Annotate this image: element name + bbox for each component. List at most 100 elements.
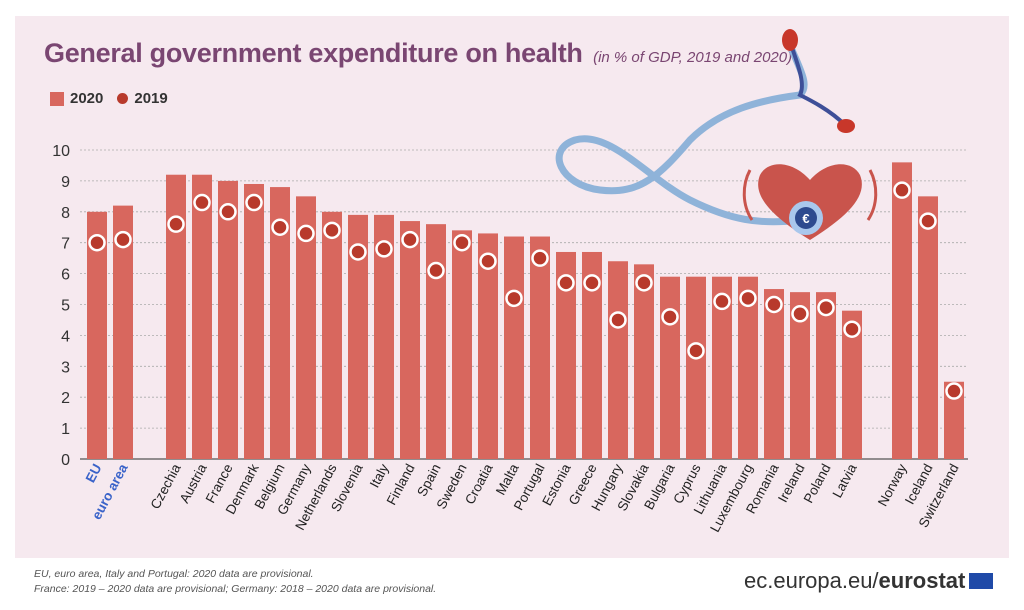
bar-2020-malta	[504, 236, 524, 459]
legend-label-2020: 2020	[70, 90, 104, 107]
bar-2020-poland	[816, 292, 836, 459]
legend-item-2019: 2019	[117, 90, 168, 107]
bar-2020-romania	[764, 289, 784, 459]
bar-2020-ireland	[790, 292, 810, 459]
stethoscope-heart-illustration: €	[555, 29, 878, 240]
source-brand: eurostat	[878, 568, 966, 593]
dot-2019-finland	[401, 230, 419, 249]
dot-2019-bulgaria	[661, 308, 679, 326]
y-tick-label: 1	[61, 421, 70, 438]
footnotes: EU, euro area, Italy and Portugal: 2020 …	[34, 567, 436, 597]
dot-2019-ireland	[791, 305, 809, 323]
bar-2020-cyprus	[686, 276, 706, 459]
dot-2019-portugal	[531, 249, 549, 267]
source-credit: ec.europa.eu/eurostat	[744, 568, 994, 594]
dot-2019-sweden	[453, 233, 471, 252]
bar-2020-luxembourg	[738, 276, 758, 459]
bar-2020-france	[218, 180, 238, 459]
heart-pulse-left	[742, 169, 754, 221]
bar-2020-denmark	[244, 183, 264, 460]
bar-2020-bulgaria	[660, 276, 680, 459]
bar-2020-italy	[374, 214, 394, 459]
legend-bar-swatch	[50, 91, 64, 106]
dot-2019-hungary	[609, 311, 627, 329]
y-axis: 0 1 2 3 4 5 6 7 8 9 10	[52, 143, 70, 469]
dot-2019-switzerland	[945, 382, 963, 400]
x-tick-label: Italy	[367, 461, 392, 490]
bar-2020-germany	[296, 196, 316, 459]
dot-2019-slovakia	[635, 274, 653, 292]
y-tick-label: 8	[61, 205, 70, 222]
bar-2020-estonia	[556, 251, 576, 459]
dot-2019-austria	[193, 193, 211, 212]
earpiece-right	[837, 119, 855, 133]
footnote-1: EU, euro area, Italy and Portugal: 2020 …	[34, 568, 314, 580]
footnote-2: France: 2019 – 2020 data are provisional…	[34, 583, 437, 595]
dot-2019-germany	[297, 224, 315, 243]
dot-2019-euro-area	[114, 230, 132, 249]
y-tick-label: 9	[61, 174, 70, 191]
euro-icon: €	[802, 211, 809, 226]
bar-2020-lithuania	[712, 276, 732, 459]
dot-2019-malta	[505, 289, 523, 308]
dot-2019-romania	[765, 295, 783, 314]
legend-item-2020: 2020	[50, 90, 103, 107]
x-tick-label: Latvia	[829, 461, 859, 500]
chart-title: General government expenditure on health	[44, 38, 583, 68]
dot-2019-slovenia	[349, 243, 367, 261]
x-tick-label: Czechia	[148, 461, 184, 512]
source-url: ec.europa.eu/eurostat	[744, 568, 965, 594]
source-prefix: ec.europa.eu/	[744, 568, 879, 593]
dots-2019	[88, 181, 963, 400]
bar-2020-hungary	[608, 261, 628, 459]
stethoscope-headset	[788, 40, 847, 127]
bar-2020-portugal	[530, 236, 550, 459]
chestpiece-inner	[795, 207, 817, 229]
bar-2020-latvia	[842, 310, 862, 459]
dot-2019-poland	[817, 298, 835, 317]
bar-2020-croatia	[478, 233, 498, 459]
dot-2019-croatia	[479, 252, 497, 270]
bar-2020-norway	[892, 162, 912, 460]
y-tick-label: 3	[61, 359, 70, 376]
dot-2019-estonia	[557, 274, 575, 292]
bar-2020-spain	[426, 224, 446, 459]
legend-label-2019: 2019	[134, 90, 168, 107]
title-row: General government expenditure on health…	[44, 38, 792, 69]
legend-dot-swatch	[117, 93, 129, 104]
dot-2019-greece	[583, 274, 601, 292]
bar-2020-slovenia	[348, 214, 368, 459]
bar-2020-sweden	[452, 230, 472, 459]
dot-2019-denmark	[245, 193, 263, 212]
dot-2019-france	[219, 203, 237, 221]
stethoscope-tube	[555, 41, 808, 226]
dot-2019-italy	[375, 240, 393, 258]
bar-2020-euro-area	[113, 205, 133, 459]
y-tick-label: 6	[61, 267, 70, 284]
bar-2020-austria	[192, 174, 212, 459]
bar-2020-czechia	[166, 174, 186, 459]
bar-2020-belgium	[270, 187, 290, 459]
chart-subtitle: (in % of GDP, 2019 and 2020)	[593, 49, 793, 66]
y-tick-label: 7	[61, 236, 70, 253]
bar-2020-greece	[582, 251, 602, 459]
bar-2020-slovakia	[634, 264, 654, 459]
earpiece-top	[782, 29, 798, 51]
dot-2019-czechia	[167, 215, 185, 233]
legend: 2020 2019	[50, 90, 182, 107]
y-tick-label: 2	[61, 390, 70, 407]
dot-2019-eu	[88, 233, 106, 252]
bar-2020-finland	[400, 221, 420, 459]
dot-2019-luxembourg	[739, 289, 757, 308]
dot-2019-cyprus	[687, 342, 705, 360]
dot-2019-iceland	[919, 212, 937, 230]
dot-2019-spain	[427, 261, 445, 280]
bar-2020-eu	[87, 211, 107, 459]
bar-2020-netherlands	[322, 211, 342, 459]
heart-pulse-right	[866, 169, 878, 221]
bar-2020-switzerland	[944, 381, 964, 459]
bars-2020	[87, 162, 964, 460]
y-tick-label: 4	[61, 328, 70, 345]
dot-2019-norway	[893, 181, 911, 199]
